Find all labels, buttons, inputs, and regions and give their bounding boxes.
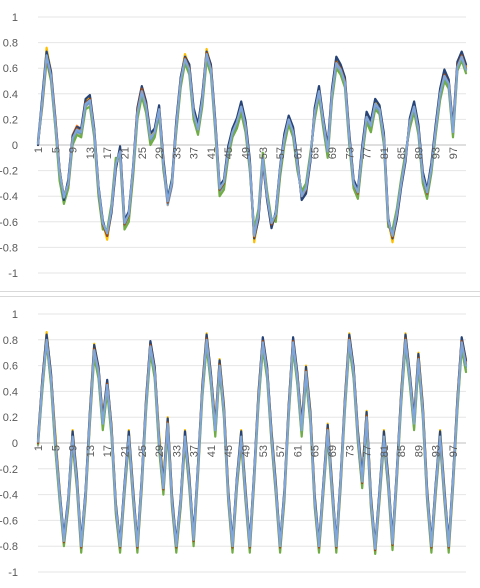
x-tick-label: 77 (362, 147, 374, 159)
x-tick-label: 61 (292, 445, 304, 457)
x-tick-label: 53 (258, 445, 270, 457)
x-tick-label: 33 (171, 445, 183, 457)
x-tick-label: 1 (33, 147, 45, 153)
y-tick-label: -0.8 (0, 541, 18, 553)
x-tick-label: 9 (68, 147, 80, 153)
x-tick-label: 29 (154, 445, 166, 457)
series-line-9 (36, 52, 468, 237)
x-tick-label: 61 (292, 147, 304, 159)
y-tick-label: 0.2 (3, 114, 18, 126)
x-tick-label: 5 (50, 445, 62, 451)
x-tick-label: 21 (119, 445, 131, 457)
x-tick-label: 13 (85, 147, 97, 159)
y-tick-label: -0.8 (0, 242, 18, 254)
y-tick-label: 0.2 (3, 412, 18, 424)
y-tick-label: -0.6 (0, 217, 18, 229)
x-tick-label: 17 (102, 147, 114, 159)
chart-panel-bottom: 1 0.8 0.6 0.4 0.2 0 -0.2 -0.4 -0.6 -0.8 -1 1 5 9 13 17 2… (0, 296, 480, 588)
x-tick-label: 21 (119, 147, 131, 159)
x-tick-label: 69 (327, 147, 339, 159)
x-tick-label: 49 (241, 445, 253, 457)
x-tick-label: 65 (310, 445, 322, 457)
x-tick-label: 77 (362, 445, 374, 457)
x-tick-label: 45 (223, 445, 235, 457)
x-tick-label: 17 (102, 445, 114, 457)
line-chart-top: 10.80.60.40.20-0.2-0.4-0.6-0.8-11 5 9 13 17 2… (0, 12, 468, 280)
x-tick-label: 93 (431, 445, 443, 457)
x-tick-label: 97 (448, 147, 460, 159)
x-tick-label: 49 (241, 147, 253, 159)
chart-panel-top: 1 0.8 0.6 0.4 0.2 0 -0.2 -0.4 -0.6 -0.8 -1 1 5 9 13 17 2… (0, 0, 480, 292)
y-tick-label: 0.4 (3, 386, 18, 398)
y-tick-label: 0.8 (3, 38, 18, 50)
x-tick-label: 57 (275, 147, 287, 159)
x-tick-label: 89 (413, 147, 425, 159)
y-tick-label: -0.6 (0, 515, 18, 527)
y-tick-label: -0.2 (0, 464, 18, 476)
x-tick-label: 65 (310, 147, 322, 159)
x-tick-label: 89 (413, 445, 425, 457)
x-tick-label: 53 (258, 147, 270, 159)
x-tick-label: 25 (137, 147, 149, 159)
y-tick-label: -0.4 (0, 490, 18, 502)
y-tick-label: 0.6 (3, 63, 18, 75)
x-tick-label: 29 (154, 147, 166, 159)
y-tick-label: -0.4 (0, 191, 18, 203)
x-tick-label: 73 (344, 147, 356, 159)
x-tick-label: 37 (189, 147, 201, 159)
y-tick-label: -0.2 (0, 166, 18, 178)
x-tick-label: 45 (223, 147, 235, 159)
x-tick-label: 33 (171, 147, 183, 159)
x-tick-label: 85 (396, 147, 408, 159)
y-tick-label: 0 (12, 140, 18, 152)
x-tick-label: 81 (379, 445, 391, 457)
x-tick-label: 13 (85, 445, 97, 457)
x-tick-label: 41 (206, 445, 218, 457)
x-tick-label: 25 (137, 445, 149, 457)
y-tick-label: 1 (12, 309, 18, 321)
x-tick-label: 57 (275, 445, 287, 457)
x-tick-label: 73 (344, 445, 356, 457)
x-tick-label: 37 (189, 445, 201, 457)
x-tick-label: 69 (327, 445, 339, 457)
y-tick-label: 1 (12, 12, 18, 24)
x-tick-label: 97 (448, 445, 460, 457)
x-tick-label: 1 (33, 445, 45, 451)
y-tick-label: 0.6 (3, 361, 18, 373)
y-tick-label: -1 (8, 567, 18, 579)
y-tick-label: 0.8 (3, 335, 18, 347)
line-chart-bottom: 10.80.60.40.20-0.2-0.4-0.6-0.8-11 5 9 13 17 2… (0, 309, 468, 579)
x-tick-label: 9 (68, 445, 80, 451)
y-tick-label: -1 (8, 268, 18, 280)
x-tick-label: 85 (396, 445, 408, 457)
y-tick-label: 0 (12, 438, 18, 450)
x-tick-label: 81 (379, 147, 391, 159)
y-tick-label: 0.4 (3, 89, 18, 101)
series-line-9 (36, 338, 468, 550)
x-tick-label: 93 (431, 147, 443, 159)
x-tick-label: 5 (50, 147, 62, 153)
x-tick-label: 41 (206, 147, 218, 159)
